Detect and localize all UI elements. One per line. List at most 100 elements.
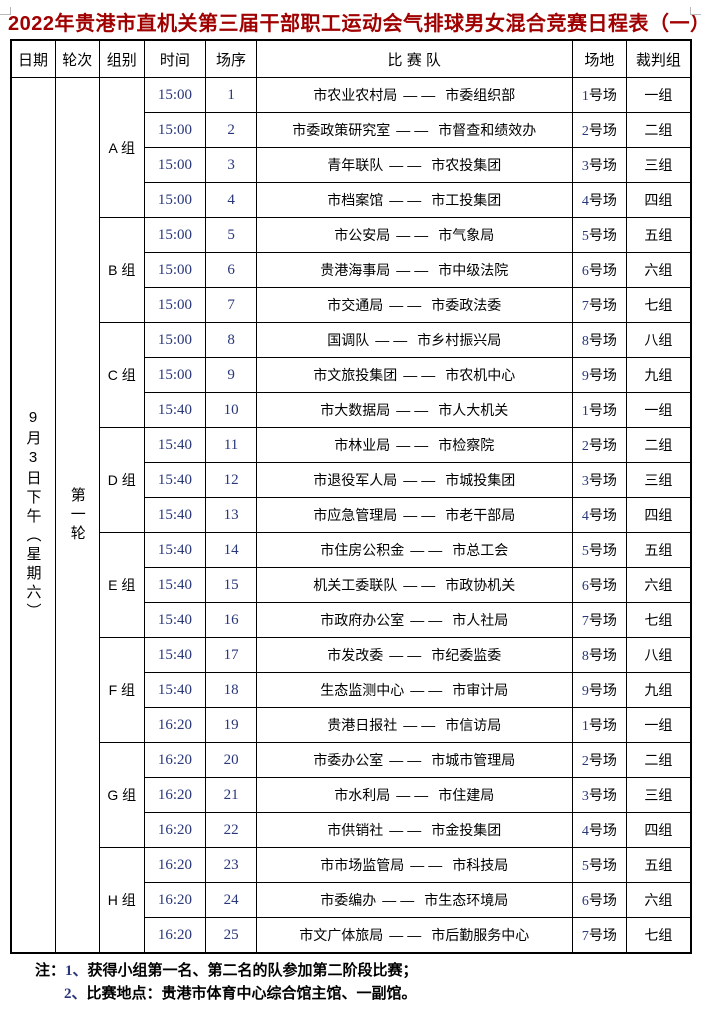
court-cell: 6号场 [571, 882, 628, 918]
court-cell: 1号场 [571, 77, 628, 113]
court-number: 6 [581, 579, 589, 594]
seq-cell: 3 [205, 147, 257, 183]
away-team: 市金投集团 [431, 822, 502, 838]
time-cell: 16:20 [143, 847, 207, 883]
vs-separator: —— [403, 507, 440, 523]
away-team: 市生态环境局 [424, 892, 509, 908]
teams-cell: 市文旅投集团 —— 市农机中心 [255, 357, 573, 393]
referee-cell: 三组 [626, 777, 691, 813]
note-1-text: 获得小组第一名、第二名的队参加第二阶段比赛； [87, 962, 418, 979]
time-cell: 15:40 [143, 602, 207, 638]
page-title: 2022年贵港市直机关第三届干部职工运动会气排球男女混合竞赛日程表（一） [8, 13, 701, 35]
teams-cell: 青年联队 —— 市农投集团 [255, 147, 573, 183]
court-cell: 1号场 [571, 392, 628, 428]
vs-separator: —— [403, 367, 440, 383]
note-2-number: 2、 [64, 985, 87, 1002]
header-court: 场地 [571, 39, 628, 78]
table-row: E 组 15:40 14 市住房公积金 —— 市总工会 5号场 五组 [11, 532, 691, 638]
court-suffix: 号场 [588, 297, 617, 313]
away-team: 市城市管理局 [431, 752, 516, 768]
court-suffix: 号场 [588, 647, 617, 663]
notes: 注：1、获得小组第一名、第二名的队参加第二阶段比赛； 2、比赛地点：贵港市体育中… [35, 960, 701, 1005]
court-cell: 4号场 [571, 812, 628, 848]
teams-cell: 市林业局 —— 市检察院 [255, 427, 573, 463]
court-number: 7 [581, 929, 589, 944]
court-cell: 5号场 [571, 847, 628, 883]
time-cell: 15:00 [143, 112, 207, 148]
vs-separator: —— [389, 157, 426, 173]
referee-cell: 一组 [626, 707, 691, 743]
table-row: 15:40 12 市退役军人局 —— 市城投集团 3号场 三组 [11, 462, 691, 498]
home-team: 市文广体旅局 [299, 927, 384, 943]
vs-separator: —— [396, 402, 433, 418]
home-team: 市文旅投集团 [313, 367, 398, 383]
vs-separator: —— [396, 122, 433, 138]
court-cell: 4号场 [571, 182, 628, 218]
vs-separator: —— [389, 647, 426, 663]
header-date: 日期 [10, 39, 56, 78]
court-cell: 2号场 [571, 427, 628, 463]
court-cell: 3号场 [571, 462, 628, 498]
teams-cell: 贵港海事局 —— 市中级法院 [255, 252, 573, 288]
court-suffix: 号场 [588, 437, 617, 453]
court-number: 9 [581, 369, 589, 384]
referee-cell: 二组 [626, 427, 691, 463]
vs-separator: —— [403, 577, 440, 593]
referee-cell: 六组 [626, 882, 691, 918]
schedule-table: 日期 轮次 组别 时间 场序 比 赛 队 场地 裁判组 9月3日下午（星期六）第… [9, 39, 692, 954]
home-team: 市林业局 [334, 437, 391, 453]
table-row: 16:20 19 贵港日报社 —— 市信访局 1号场 一组 [11, 707, 691, 743]
seq-cell: 7 [205, 287, 257, 323]
group-cell: A 组 [99, 77, 145, 218]
schedule-body: 9月3日下午（星期六） 第一轮 A 组 15:00 1 市农业农村局 —— 市委组织部 1号场一… [10, 77, 691, 954]
court-cell: 8号场 [571, 637, 628, 673]
home-team: 生态监测中心 [320, 682, 405, 698]
court-cell: 3号场 [571, 777, 628, 813]
court-number: 3 [581, 474, 589, 489]
teams-cell: 市住房公积金 —— 市总工会 [255, 532, 573, 568]
table-row: 9月3日下午（星期六） 第一轮 A 组 15:00 1 市农业农村局 —— 市委组织部 1号场一… [10, 77, 691, 954]
court-cell: 9号场 [571, 672, 628, 708]
court-suffix: 号场 [588, 542, 617, 558]
away-team: 市人社局 [452, 612, 509, 628]
vs-separator: —— [396, 787, 433, 803]
vs-separator: —— [403, 717, 440, 733]
away-team: 市城投集团 [445, 472, 516, 488]
table-row: 15:00 9 市文旅投集团 —— 市农机中心 9号场 九组 [11, 357, 691, 393]
seq-cell: 13 [205, 497, 257, 533]
away-team: 市农投集团 [431, 157, 502, 173]
court-number: 2 [581, 754, 589, 769]
home-team: 市委编办 [320, 892, 377, 908]
teams-cell: 市委办公室 —— 市城市管理局 [255, 742, 573, 778]
home-team: 机关工委联队 [313, 577, 398, 593]
seq-cell: 4 [205, 182, 257, 218]
referee-cell: 八组 [626, 322, 691, 358]
group-cell: C 组 [99, 322, 145, 428]
court-suffix: 号场 [588, 87, 617, 103]
table-row: F 组 15:40 17 市发改委 —— 市纪委监委 8号场 八组 [11, 637, 691, 743]
time-cell: 15:40 [143, 497, 207, 533]
vs-separator: —— [396, 227, 433, 243]
teams-cell: 市文广体旅局 —— 市后勤服务中心 [255, 917, 573, 954]
round-cell: 第一轮 [54, 77, 101, 954]
away-team: 市政协机关 [445, 577, 516, 593]
seq-cell: 9 [205, 357, 257, 393]
time-cell: 15:00 [143, 357, 207, 393]
seq-cell: 8 [205, 322, 257, 358]
table-row: D 组 15:40 11 市林业局 —— 市检察院 2号场 二组 [11, 427, 691, 533]
court-number: 5 [581, 544, 589, 559]
referee-cell: 五组 [626, 532, 691, 568]
referee-cell: 九组 [626, 672, 691, 708]
time-cell: 15:40 [143, 672, 207, 708]
table-row: 16:20 25 市文广体旅局 —— 市后勤服务中心 7号场 七组 [11, 917, 691, 954]
home-team: 市政府办公室 [320, 612, 405, 628]
time-cell: 16:20 [143, 917, 207, 954]
court-number: 8 [581, 334, 589, 349]
table-row: G 组 16:20 20 市委办公室 —— 市城市管理局 2号场 二组 [11, 742, 691, 848]
referee-cell: 四组 [626, 812, 691, 848]
home-team: 市住房公积金 [320, 542, 405, 558]
time-cell: 15:40 [143, 567, 207, 603]
home-team: 国调队 [327, 332, 370, 348]
court-suffix: 号场 [588, 332, 617, 348]
court-number: 1 [581, 404, 589, 419]
